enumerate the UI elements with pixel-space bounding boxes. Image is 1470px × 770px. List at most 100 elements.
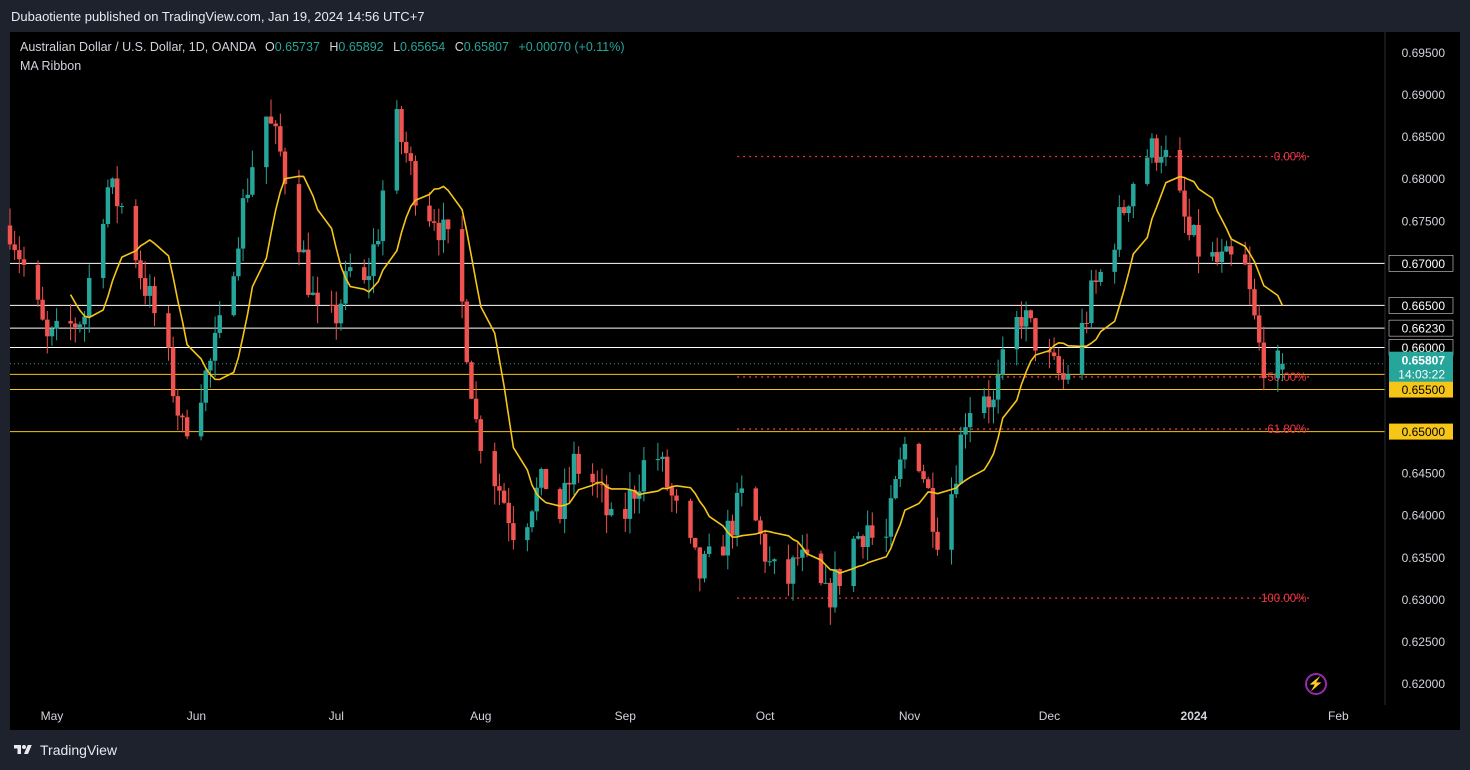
candle-body xyxy=(1093,280,1099,282)
candle-body xyxy=(1065,374,1071,380)
lightning-icon[interactable]: ⚡ xyxy=(1305,673,1327,695)
candle-body xyxy=(245,194,250,199)
footer-bar: TradingView xyxy=(0,730,1470,770)
candle-body xyxy=(21,259,27,265)
candle-body xyxy=(45,319,50,337)
candle-body xyxy=(823,582,828,584)
open-value: 0.65737 xyxy=(274,40,320,54)
x-tick-label: Jun xyxy=(187,709,206,723)
candle-body xyxy=(534,487,539,512)
candle-body xyxy=(916,443,922,472)
candle-body xyxy=(851,538,856,587)
candle-body xyxy=(669,487,675,496)
candle-body xyxy=(562,482,567,519)
candle-body xyxy=(492,451,497,487)
candle-body xyxy=(1163,149,1169,157)
level-price-tag-text: 0.65000 xyxy=(1402,425,1446,439)
candle-body xyxy=(1051,352,1057,357)
candle-body xyxy=(1256,315,1262,343)
candle-body xyxy=(967,413,973,428)
candle-body xyxy=(1219,251,1225,263)
indicator-legend[interactable]: MA Ribbon xyxy=(20,59,82,73)
candle-body xyxy=(371,244,376,277)
candle-body xyxy=(1014,317,1019,350)
candle-body xyxy=(609,508,614,516)
tradingview-logo[interactable]: TradingView xyxy=(12,742,117,758)
chart-area[interactable] xyxy=(10,32,1460,730)
candle-body xyxy=(464,301,469,363)
candle-body xyxy=(856,536,861,539)
candle-body xyxy=(995,374,1001,400)
candle-body xyxy=(366,276,372,281)
candle-body xyxy=(1280,363,1285,370)
candle-body xyxy=(68,320,73,324)
candle-body xyxy=(198,402,204,437)
level-price-tag-text: 0.66230 xyxy=(1402,322,1446,336)
candle-body xyxy=(725,520,731,556)
y-tick-label: 0.69000 xyxy=(1402,88,1446,102)
candle-body xyxy=(837,569,842,587)
candle-body xyxy=(884,536,889,538)
candle-body xyxy=(1224,246,1229,252)
candle-body xyxy=(329,304,334,306)
change-value: +0.00070 (+0.11%) xyxy=(518,40,625,54)
candle-body xyxy=(203,370,208,403)
candle-body xyxy=(431,221,437,223)
candle-body xyxy=(1177,149,1183,191)
candle-body xyxy=(795,557,800,559)
high-value: 0.65892 xyxy=(338,40,384,54)
x-tick-label: Feb xyxy=(1328,709,1349,723)
candle-body xyxy=(77,324,83,328)
candle-body xyxy=(427,205,432,222)
candle-body xyxy=(935,531,940,550)
level-price-tag-text: 0.65500 xyxy=(1402,383,1446,397)
candle-body xyxy=(362,267,367,281)
candle-body xyxy=(632,489,637,499)
candle-body xyxy=(730,520,735,536)
candle-body xyxy=(641,460,647,492)
current-price-tag xyxy=(1389,351,1453,382)
candle-body xyxy=(1126,206,1131,214)
candle-body xyxy=(539,468,544,488)
x-tick-label: Nov xyxy=(899,709,920,723)
candle-body xyxy=(506,502,511,524)
candle-body xyxy=(692,537,698,548)
candle-body xyxy=(888,498,894,537)
candle-body xyxy=(963,427,968,435)
bar-countdown: 14:03:22 xyxy=(1398,368,1445,382)
candle-body xyxy=(1196,224,1201,257)
candle-body xyxy=(1182,190,1187,217)
candle-body xyxy=(1047,350,1052,353)
candle-body xyxy=(865,525,870,547)
candle-body xyxy=(511,523,516,541)
candle-body xyxy=(590,473,595,483)
candle-body xyxy=(310,292,316,295)
candle-body xyxy=(54,320,59,329)
candle-body xyxy=(403,141,409,154)
candle-body xyxy=(786,559,791,584)
candle-body xyxy=(180,415,185,418)
candle-body xyxy=(1112,249,1117,272)
candle-body xyxy=(660,456,665,459)
fib-level-label: 0.00% xyxy=(1274,152,1307,164)
candle-body xyxy=(702,553,707,579)
candle-body xyxy=(758,520,763,534)
candle-body xyxy=(142,278,148,296)
candle-body xyxy=(413,161,418,206)
candle-body xyxy=(338,303,344,324)
candle-body xyxy=(697,547,703,579)
candle-body xyxy=(184,417,190,437)
candle-body xyxy=(529,511,535,528)
candle-body xyxy=(1252,289,1257,316)
candle-body xyxy=(1247,264,1253,290)
x-tick-label: 2024 xyxy=(1181,709,1208,723)
candle-body xyxy=(623,508,628,519)
candle-body xyxy=(1089,280,1094,324)
candle-body xyxy=(236,248,241,277)
candle-body xyxy=(334,305,339,324)
candle-body xyxy=(599,484,605,486)
y-tick-label: 0.69500 xyxy=(1402,46,1446,60)
publisher-bar: Dubaotiente published on TradingView.com… xyxy=(0,0,1470,32)
candle-body xyxy=(152,286,157,314)
